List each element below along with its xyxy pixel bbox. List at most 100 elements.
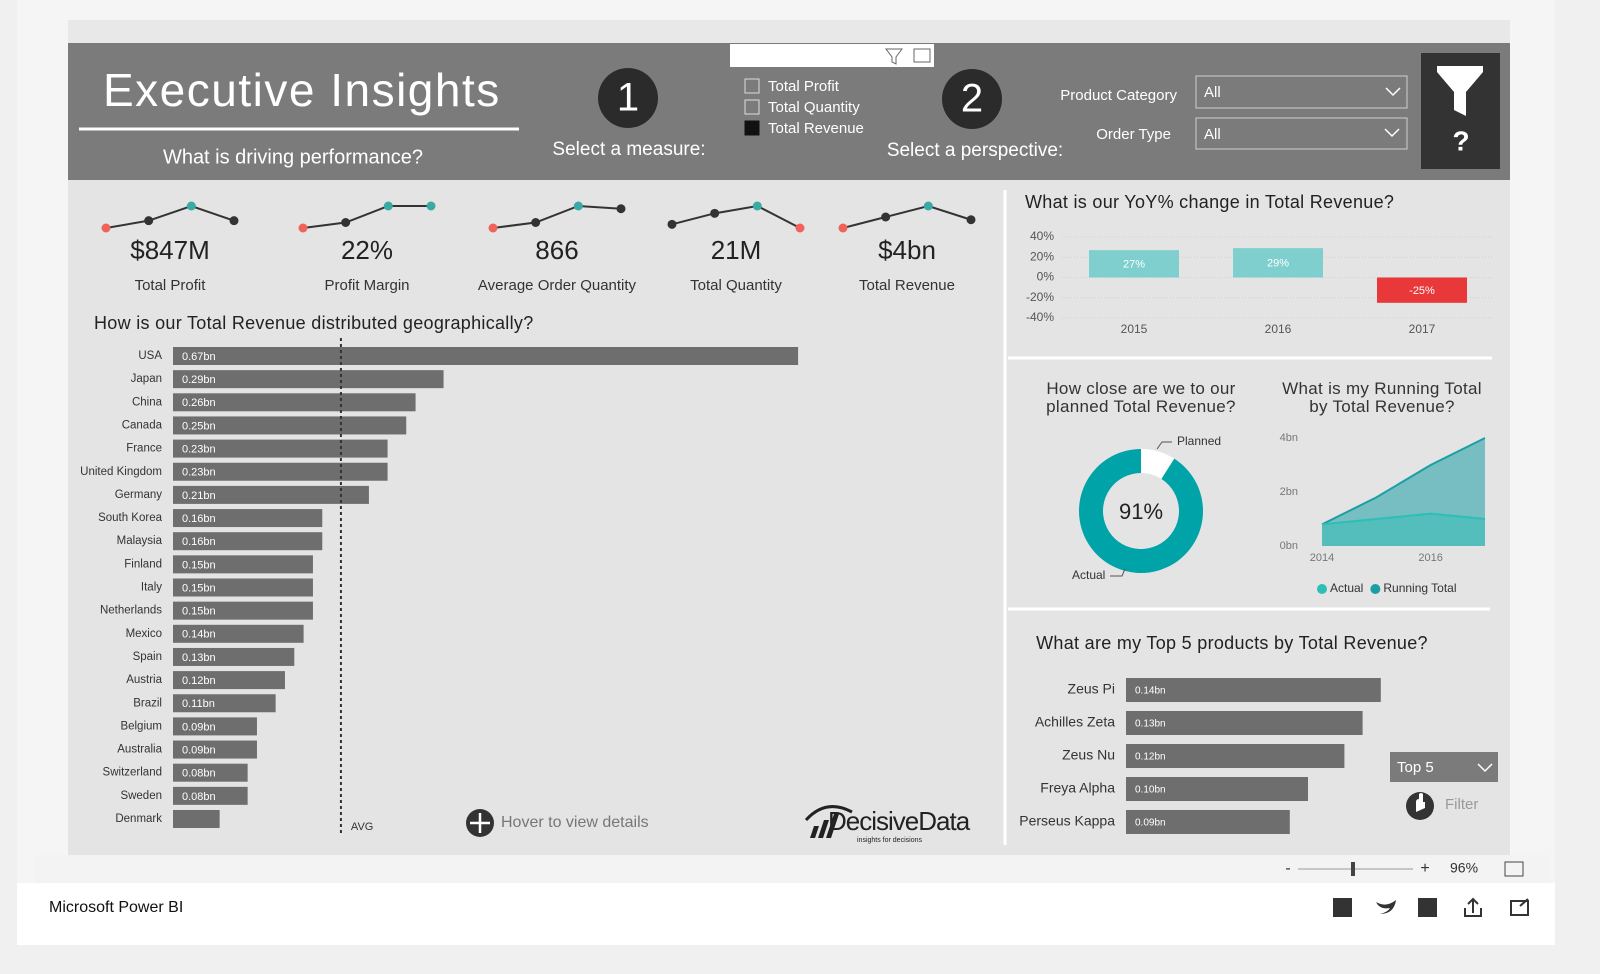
sparkline-point (426, 201, 436, 211)
value-label: -25% (1409, 285, 1435, 297)
bar (173, 555, 313, 574)
sparkline-point (144, 216, 154, 226)
slicer-toolbar (730, 44, 934, 67)
sparkline-point (298, 223, 308, 233)
category-label: Belgium (120, 720, 162, 732)
sparkline-point (710, 208, 720, 218)
value-label: 0.08bn (182, 768, 216, 780)
kpi-value: 22% (341, 235, 393, 265)
sparkline-point (923, 201, 933, 211)
category-label: Freya Alpha (1040, 780, 1115, 796)
sparkline-point (667, 219, 677, 229)
legend-dot (1370, 584, 1381, 594)
bar (173, 509, 323, 528)
bar (173, 694, 276, 713)
step-label: Select a perspective: (887, 140, 1063, 161)
help-mark[interactable]: ? (1452, 125, 1469, 156)
leader-line (1110, 568, 1126, 577)
legend-dot (1317, 584, 1327, 594)
category-label: Sweden (120, 790, 162, 802)
category-label: Italy (141, 582, 162, 594)
category-label: Australia (117, 744, 162, 756)
brand-logo (810, 814, 839, 838)
dropdown[interactable] (1195, 75, 1408, 109)
subtitle: What is driving performance? (163, 146, 423, 168)
step-number: 1 (617, 76, 639, 120)
top-n-value[interactable]: Top 5 (1397, 759, 1434, 776)
bar (1126, 744, 1345, 768)
sparkline (842, 204, 972, 229)
value-label: 0.67bn (182, 351, 216, 363)
y-tick-label: 0% (1037, 270, 1055, 284)
bar (173, 393, 416, 412)
value-label: 0.23bn (182, 444, 216, 456)
move-icon-cross (470, 813, 490, 833)
linkedin-icon[interactable] (1418, 898, 1437, 917)
dropdown-value[interactable]: All (1204, 84, 1221, 101)
checkbox[interactable] (744, 99, 760, 115)
donut-slice (1141, 449, 1175, 479)
value-label: 27% (1123, 259, 1145, 271)
zoom-thumb[interactable] (1351, 862, 1355, 876)
category-label: Germany (115, 489, 163, 501)
checkbox[interactable] (744, 120, 760, 136)
bar (1126, 711, 1363, 735)
dropdown[interactable] (1195, 117, 1408, 150)
filter-label: Product Category (1060, 87, 1177, 104)
measure-option[interactable]: Total Revenue (768, 120, 864, 137)
chart-title: What is my Running Total by Total Revenu… (1282, 379, 1482, 416)
category-label: USA (138, 350, 162, 362)
y-tick-label: 0bn (1280, 540, 1298, 552)
category-label: Finland (124, 558, 162, 570)
chart-title: What are my Top 5 products by Total Reve… (1036, 633, 1428, 653)
filter-icon[interactable] (885, 48, 903, 65)
zoom-in[interactable]: + (1420, 860, 1429, 877)
sparkline-point (966, 215, 976, 225)
category-label: Perseus Kappa (1019, 813, 1115, 829)
bar (173, 532, 323, 551)
value-label: 0.13bn (1135, 719, 1166, 730)
focus-icon[interactable] (913, 48, 931, 63)
step-badge (942, 69, 1002, 129)
measure-option[interactable]: Total Profit (768, 78, 840, 95)
bar (173, 439, 388, 458)
brand-name: DecisiveData (828, 806, 971, 836)
legend-label: Running Total (1383, 581, 1456, 595)
filter-label: Order Type (1096, 126, 1171, 143)
chevron (1384, 128, 1400, 138)
twitter-icon[interactable] (1376, 900, 1396, 914)
category-label: Canada (122, 419, 163, 431)
popout-icon[interactable] (1510, 898, 1529, 916)
category-label: China (132, 396, 163, 408)
sparkline (105, 204, 235, 229)
value-label: 0.12bn (182, 675, 216, 687)
category-label: Malaysia (117, 535, 163, 547)
checkbox[interactable] (744, 78, 760, 94)
zoom-level: 96% (1450, 860, 1478, 876)
value-label: 0.16bn (182, 513, 216, 525)
top-strip (68, 20, 1510, 43)
zoom-out[interactable]: - (1285, 860, 1290, 877)
fit-icon[interactable] (1504, 861, 1524, 877)
kpi-value: $847M (130, 235, 210, 265)
value-label: 0.14bn (1135, 686, 1166, 697)
sparkline (302, 205, 431, 229)
value-label: 0.09bn (182, 744, 216, 756)
sparkline-point (488, 223, 498, 233)
facebook-icon[interactable] (1333, 898, 1352, 917)
category-label: South Korea (98, 512, 163, 524)
share-icon[interactable] (1464, 897, 1482, 917)
value-label: 0.15bn (182, 582, 216, 594)
step-label: Select a measure: (552, 139, 705, 160)
sparkline-point (795, 223, 805, 233)
funnel-icon (1437, 66, 1483, 116)
status-bar (17, 883, 1555, 945)
bar (173, 416, 407, 435)
app-name: Microsoft Power BI (49, 899, 183, 916)
filter-button[interactable]: Filter (1445, 796, 1478, 813)
measure-option[interactable]: Total Quantity (768, 99, 860, 116)
kpi-label: Total Quantity (690, 277, 782, 294)
dropdown-value[interactable]: All (1204, 126, 1221, 143)
value-label: 29% (1267, 258, 1289, 270)
